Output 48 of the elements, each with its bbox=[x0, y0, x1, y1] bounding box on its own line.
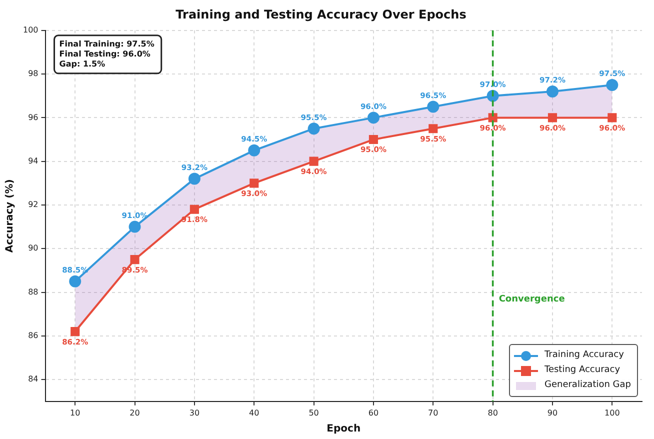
x-tick-label: 100 bbox=[604, 408, 620, 418]
ref-line-label: Convergence bbox=[498, 294, 565, 305]
x-tick-label: 80 bbox=[488, 408, 498, 418]
point bbox=[250, 178, 259, 188]
y-tick-label: 98 bbox=[28, 69, 38, 78]
y-tick-label: 92 bbox=[28, 200, 38, 210]
x-tick-label: 90 bbox=[547, 408, 558, 418]
x-tick-label: 30 bbox=[189, 408, 200, 418]
point bbox=[367, 112, 380, 124]
y-tick-label: 84 bbox=[28, 374, 38, 384]
point bbox=[488, 113, 498, 122]
point bbox=[248, 144, 260, 156]
chart-title: Training and Testing Accuracy Over Epochs bbox=[176, 7, 466, 22]
point bbox=[128, 220, 141, 233]
point bbox=[427, 100, 440, 113]
x-tick-label: 10 bbox=[70, 408, 80, 418]
point bbox=[130, 255, 140, 264]
annotation: Gap: 1.5% bbox=[59, 59, 106, 68]
x-tick-label: 70 bbox=[428, 408, 438, 418]
point bbox=[308, 122, 320, 135]
point bbox=[309, 156, 318, 166]
point bbox=[546, 86, 558, 98]
point bbox=[368, 134, 378, 144]
y-tick-label: 90 bbox=[28, 244, 38, 253]
point bbox=[70, 327, 80, 336]
x-tick-label: 20 bbox=[130, 408, 140, 418]
legend-label: Testing Accuracy bbox=[544, 364, 620, 378]
annotation: Generalization Gap bbox=[544, 379, 631, 392]
point bbox=[188, 172, 200, 185]
point bbox=[606, 78, 618, 91]
x-axis-title: Epoch bbox=[326, 424, 361, 435]
annotation: Final Training: 97.5% bbox=[59, 39, 154, 48]
x-tick-label: 40 bbox=[249, 408, 260, 418]
y-tick-label: 100 bbox=[22, 25, 38, 34]
y-tick-label: 94 bbox=[28, 156, 38, 166]
legend-label: Training Accuracy bbox=[544, 349, 624, 362]
x-tick-label: 60 bbox=[368, 408, 379, 418]
x-tick-label: 50 bbox=[308, 408, 319, 418]
y-axis-title: Accuracy (%) bbox=[4, 179, 16, 253]
y-tick-label: 86 bbox=[28, 331, 38, 340]
y-tick-label: 96 bbox=[28, 112, 38, 122]
annotation: Final Testing: 96.0% bbox=[59, 49, 150, 58]
point bbox=[548, 113, 558, 122]
point bbox=[428, 124, 438, 134]
point bbox=[69, 275, 82, 288]
point bbox=[190, 204, 199, 214]
point bbox=[608, 113, 617, 122]
y-tick-label: 88 bbox=[28, 287, 38, 296]
